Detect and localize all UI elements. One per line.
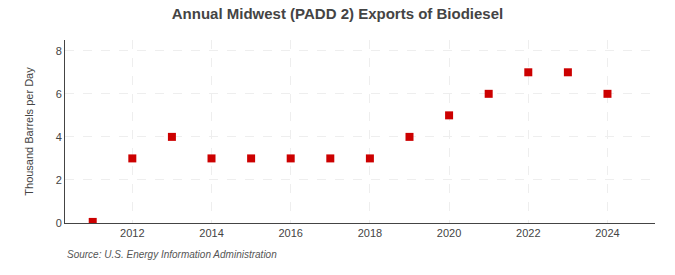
- svg-text:Annual Midwest (PADD 2) Export: Annual Midwest (PADD 2) Exports of Biodi…: [172, 5, 503, 22]
- svg-text:4: 4: [56, 131, 62, 143]
- svg-text:2016: 2016: [278, 227, 302, 239]
- svg-text:2012: 2012: [120, 227, 144, 239]
- svg-text:8: 8: [56, 45, 62, 57]
- svg-text:Thousand Barrels per Day: Thousand Barrels per Day: [23, 67, 35, 196]
- svg-text:2020: 2020: [437, 227, 461, 239]
- svg-text:0: 0: [56, 217, 62, 229]
- svg-text:2014: 2014: [199, 227, 223, 239]
- svg-text:6: 6: [56, 88, 62, 100]
- svg-text:2024: 2024: [595, 227, 619, 239]
- svg-text:2022: 2022: [516, 227, 540, 239]
- svg-text:2018: 2018: [358, 227, 382, 239]
- svg-text:Source: U.S. Energy Informatio: Source: U.S. Energy Information Administ…: [67, 249, 277, 260]
- svg-text:2: 2: [56, 174, 62, 186]
